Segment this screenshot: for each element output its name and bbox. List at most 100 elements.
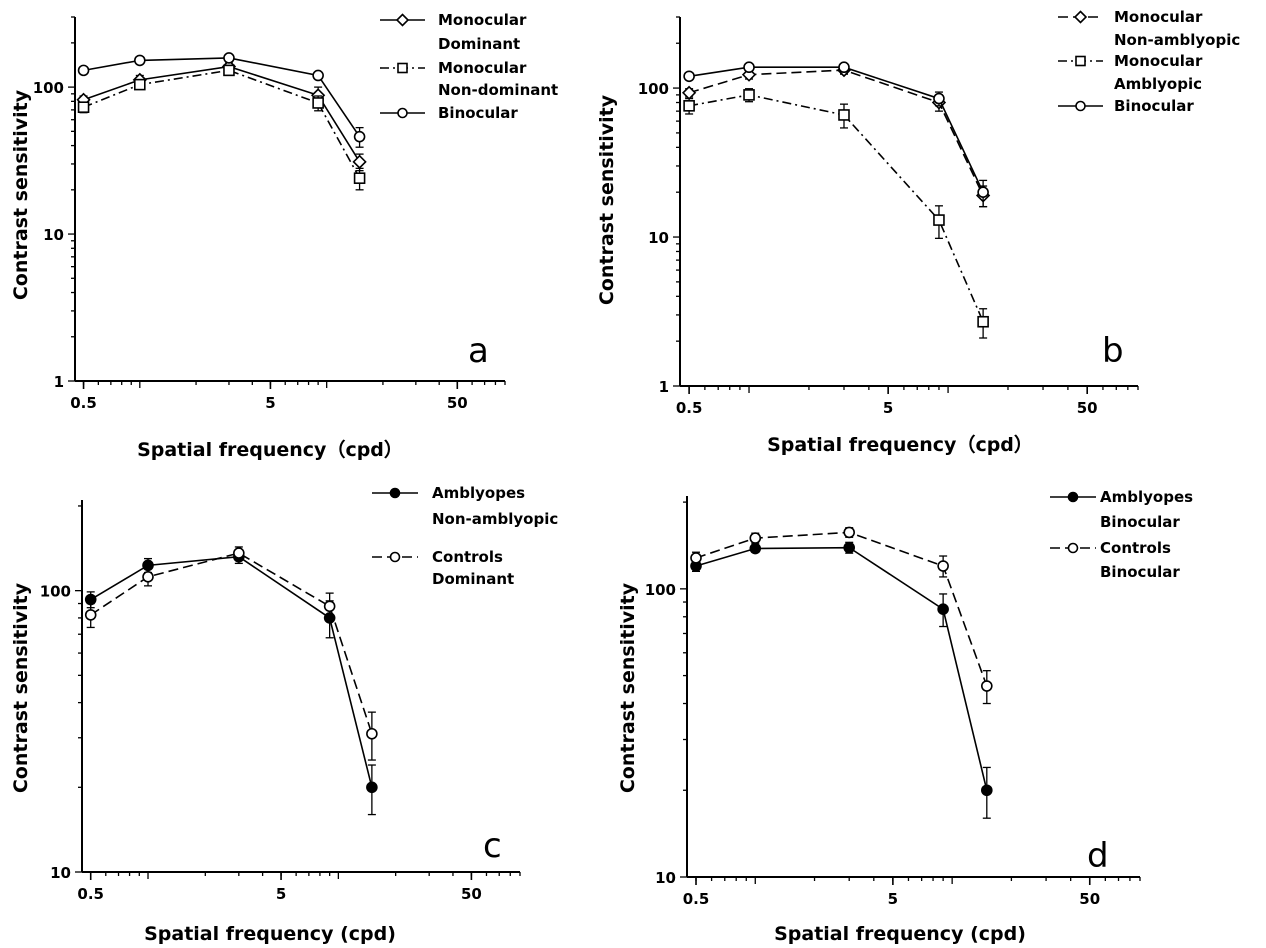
data-point — [223, 64, 235, 77]
data-point — [977, 186, 989, 198]
data-point — [683, 100, 695, 112]
y-tick-label: 10 — [50, 864, 71, 882]
data-point — [312, 97, 324, 109]
legend-marker — [397, 107, 408, 119]
x-tick-label: 50 — [461, 885, 482, 903]
legend-marker — [1067, 542, 1079, 554]
panel-label: b — [1102, 331, 1124, 371]
data-point — [366, 727, 378, 740]
series-line — [90, 555, 373, 788]
legend-label: Amblyopes — [432, 484, 525, 502]
legend-label: Controls — [432, 548, 503, 566]
legend-label: Binocular — [1114, 97, 1194, 115]
data-point — [749, 542, 762, 555]
legend-marker — [1067, 491, 1079, 503]
legend-entry: Binocular — [1058, 97, 1194, 115]
y-tick-label: 100 — [40, 583, 71, 601]
chart-panel-c: 0.5 5 50 10 100 Spatial frequency (cpd) Contra… — [10, 484, 558, 945]
data-point — [838, 61, 850, 74]
data-point — [937, 560, 949, 572]
y-axis-title: Contrast sensitivity — [10, 582, 32, 793]
y-axis-title: Contrast sensitivity — [596, 94, 618, 305]
y-tick-label: 1 — [659, 378, 669, 396]
x-tick-label: 50 — [1077, 399, 1098, 417]
data-point — [933, 92, 945, 105]
data-point — [233, 547, 245, 559]
series-2 — [683, 88, 989, 339]
series-1 — [681, 62, 991, 208]
data-point — [981, 680, 993, 692]
data-point — [77, 64, 90, 77]
data-point — [134, 54, 146, 67]
data-point — [681, 85, 697, 100]
x-axis-title: Spatial frequency (cpd) — [774, 923, 1026, 945]
legend-label: Monocular — [438, 59, 527, 77]
data-point — [84, 609, 97, 621]
series-line — [90, 552, 373, 735]
y-tick-label: 100 — [33, 79, 64, 97]
legend-label: Dominant — [438, 35, 520, 53]
x-axis-title: Spatial frequency（cpd） — [767, 433, 1033, 456]
legend-label: Dominant — [432, 570, 514, 588]
data-point — [977, 315, 989, 328]
legend-marker — [389, 551, 401, 563]
series-2 — [77, 64, 366, 191]
data-point — [981, 784, 993, 797]
x-tick-label: 5 — [888, 890, 898, 908]
series-2 — [690, 526, 993, 705]
panel-label: a — [468, 331, 489, 371]
data-point — [683, 70, 695, 83]
panel-label: d — [1087, 836, 1109, 876]
x-axis-title: Spatial frequency（cpd） — [137, 438, 403, 461]
x-tick-label: 0.5 — [676, 399, 703, 417]
legend-entry: Binocular — [380, 104, 518, 122]
legend-marker — [397, 62, 408, 74]
legend-marker — [1075, 100, 1086, 112]
x-tick-label: 5 — [276, 885, 286, 903]
x-tick-label: 0.5 — [683, 890, 710, 908]
legend-entry: Monocular Dominant — [380, 11, 527, 53]
chart-panel-b: 0.5 5 50 1 10 100 Spatial frequency（cpd） Contra… — [596, 8, 1240, 456]
legend-label: Binocular — [1100, 513, 1180, 531]
x-tick-label: 50 — [1079, 890, 1100, 908]
series-line — [688, 69, 984, 196]
legend-label: Binocular — [438, 104, 518, 122]
series-2 — [84, 546, 378, 761]
series-3 — [77, 52, 366, 148]
legend-entry: Controls Binocular — [1050, 539, 1180, 581]
legend-entry: Monocular Amblyopic — [1058, 52, 1203, 93]
legend-marker — [1075, 55, 1086, 67]
legend-label: Monocular — [438, 11, 527, 29]
legend-label: Non-dominant — [438, 81, 558, 99]
data-point — [843, 541, 856, 554]
y-tick-label: 100 — [638, 80, 669, 98]
data-point — [223, 52, 235, 64]
chart-panel-a: 0.5 5 50 1 10 100 Spatial frequency（cpd） Contra… — [10, 11, 558, 461]
data-point — [323, 600, 336, 613]
legend-label: Amblyopic — [1114, 75, 1202, 93]
series-line — [688, 66, 984, 193]
data-point — [838, 109, 850, 121]
legend-label: Non-amblyopic — [1114, 31, 1240, 49]
data-point — [353, 172, 366, 184]
x-axis-title: Spatial frequency (cpd) — [144, 923, 396, 945]
y-tick-label: 100 — [645, 581, 676, 599]
data-point — [743, 61, 755, 74]
series-line — [83, 69, 361, 179]
legend-label: Amblyopes — [1100, 488, 1193, 506]
data-point — [352, 154, 367, 169]
data-point — [843, 526, 856, 539]
legend-marker — [389, 487, 401, 499]
x-tick-label: 5 — [265, 394, 275, 412]
legend-entry: Amblyopes Binocular — [1050, 488, 1193, 531]
data-point — [353, 130, 366, 143]
legend-entry: Controls Dominant — [372, 548, 514, 588]
x-tick-label: 0.5 — [77, 885, 104, 903]
data-point — [749, 532, 762, 544]
y-tick-label: 1 — [54, 373, 64, 391]
legend-entry: Monocular Non-dominant — [380, 59, 558, 99]
data-point — [937, 603, 949, 615]
legend-label: Monocular — [1114, 52, 1203, 70]
x-tick-label: 0.5 — [70, 394, 97, 412]
